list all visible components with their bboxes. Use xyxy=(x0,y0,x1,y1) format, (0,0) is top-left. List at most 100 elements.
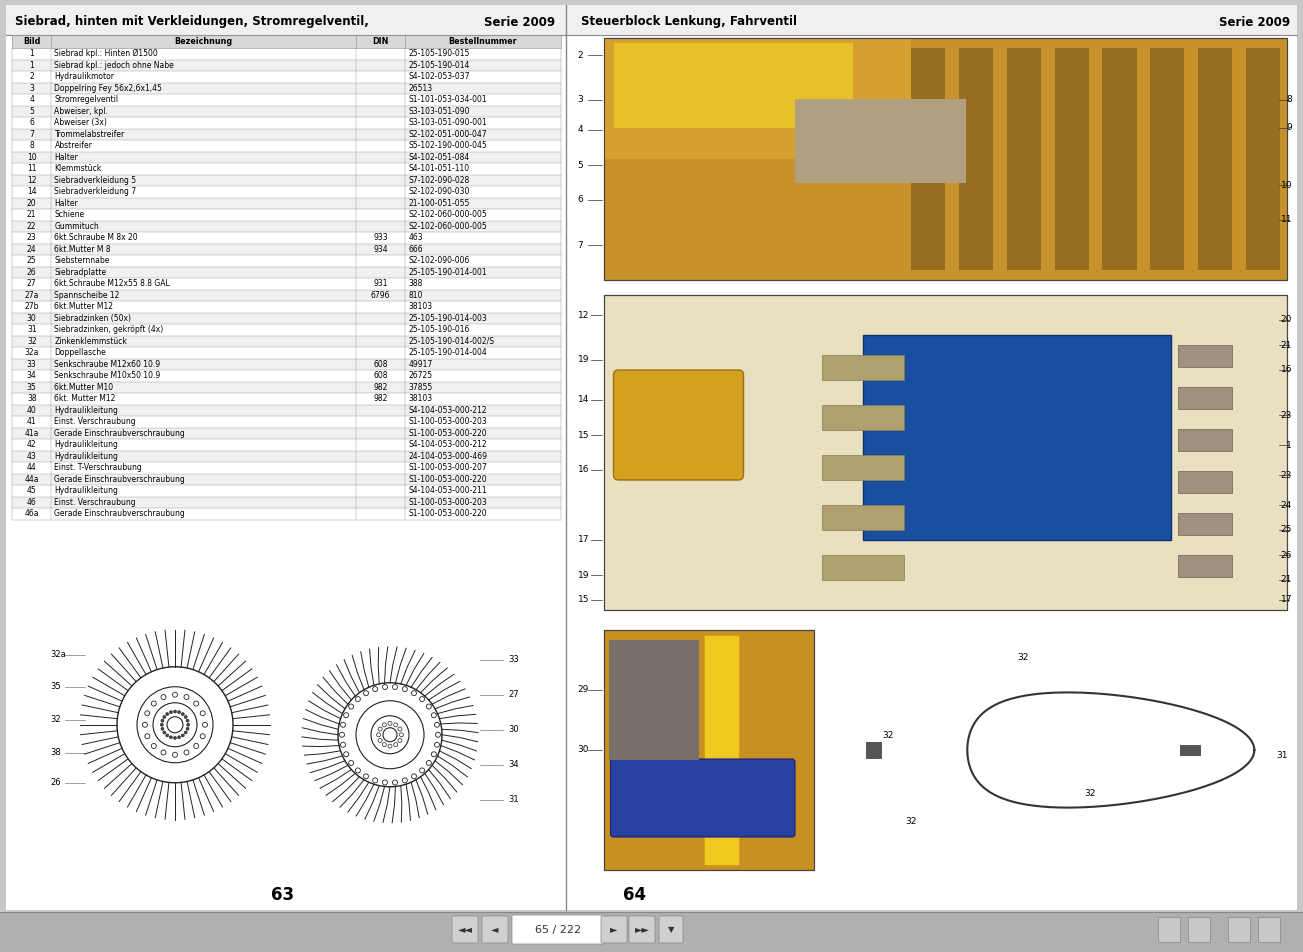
Circle shape xyxy=(378,727,382,731)
Bar xyxy=(12,289,560,301)
Text: 20: 20 xyxy=(1281,315,1293,325)
Circle shape xyxy=(194,744,199,748)
Bar xyxy=(12,485,560,497)
Circle shape xyxy=(151,701,156,706)
Text: 15: 15 xyxy=(577,596,589,605)
Text: Einst. T-Verschraubung: Einst. T-Verschraubung xyxy=(55,464,142,472)
Circle shape xyxy=(373,778,378,783)
Text: ►►: ►► xyxy=(635,924,649,935)
Circle shape xyxy=(169,711,172,714)
Text: 32: 32 xyxy=(1084,788,1096,798)
Bar xyxy=(1199,48,1233,270)
Text: Schiene: Schiene xyxy=(55,210,85,219)
Bar xyxy=(12,129,560,140)
Text: 7: 7 xyxy=(577,241,584,249)
Text: 17: 17 xyxy=(577,535,589,545)
Circle shape xyxy=(382,743,386,746)
Text: 31: 31 xyxy=(1276,750,1287,760)
Circle shape xyxy=(383,780,387,785)
Text: 6kt.Mutter M12: 6kt.Mutter M12 xyxy=(55,302,113,311)
Text: 38: 38 xyxy=(27,394,36,404)
Circle shape xyxy=(435,732,440,737)
Circle shape xyxy=(160,724,163,726)
Bar xyxy=(1188,917,1210,942)
Circle shape xyxy=(403,778,408,783)
Bar xyxy=(1178,387,1233,409)
Text: Bild: Bild xyxy=(23,37,40,46)
Circle shape xyxy=(403,686,408,691)
Text: 20: 20 xyxy=(27,199,36,208)
Circle shape xyxy=(181,712,184,716)
Text: 25-105-190-014: 25-105-190-014 xyxy=(408,61,469,69)
Text: 666: 666 xyxy=(408,245,423,254)
Text: 17: 17 xyxy=(1281,596,1293,605)
Text: 16: 16 xyxy=(577,466,589,474)
Text: 608: 608 xyxy=(374,371,388,380)
Text: 19: 19 xyxy=(577,355,589,365)
Text: 1: 1 xyxy=(1286,441,1293,449)
Bar xyxy=(0,912,1303,952)
Circle shape xyxy=(172,692,177,697)
Bar xyxy=(12,462,560,473)
Circle shape xyxy=(162,750,165,755)
Text: Siebradverkleidung 7: Siebradverkleidung 7 xyxy=(55,188,137,196)
Text: 8: 8 xyxy=(30,141,34,150)
Text: S2-102-090-006: S2-102-090-006 xyxy=(408,256,469,266)
Circle shape xyxy=(349,704,353,709)
Circle shape xyxy=(434,743,439,747)
Text: 35: 35 xyxy=(50,683,61,691)
Text: 31: 31 xyxy=(27,326,36,334)
Text: S1-100-053-000-203: S1-100-053-000-203 xyxy=(408,498,487,506)
Circle shape xyxy=(412,691,417,696)
Bar xyxy=(12,163,560,174)
Text: S3-103-051-090: S3-103-051-090 xyxy=(408,107,470,116)
Circle shape xyxy=(151,744,156,748)
Circle shape xyxy=(186,719,189,723)
Text: ◄: ◄ xyxy=(491,924,499,935)
Text: 3: 3 xyxy=(577,95,584,105)
Text: 49917: 49917 xyxy=(408,360,433,368)
Circle shape xyxy=(400,733,404,737)
Text: 1: 1 xyxy=(30,50,34,58)
Text: S4-102-053-037: S4-102-053-037 xyxy=(408,72,470,81)
Bar xyxy=(1178,471,1233,493)
Circle shape xyxy=(201,734,205,739)
Text: 30: 30 xyxy=(27,314,36,323)
Circle shape xyxy=(186,727,189,730)
Circle shape xyxy=(378,739,382,743)
Text: 25: 25 xyxy=(27,256,36,266)
Text: S1-100-053-000-203: S1-100-053-000-203 xyxy=(408,417,487,426)
Bar xyxy=(959,48,993,270)
Text: S7-102-090-028: S7-102-090-028 xyxy=(408,176,469,185)
Bar xyxy=(12,370,560,382)
Circle shape xyxy=(364,691,369,696)
Text: 26513: 26513 xyxy=(408,84,433,92)
Text: 33: 33 xyxy=(27,360,36,368)
Text: Abstreifer: Abstreifer xyxy=(55,141,93,150)
Text: 23: 23 xyxy=(27,233,36,242)
Bar xyxy=(603,630,813,870)
Circle shape xyxy=(181,734,184,737)
Bar xyxy=(1178,555,1233,577)
Circle shape xyxy=(172,752,177,757)
Text: Einst. Verschraubung: Einst. Verschraubung xyxy=(55,498,136,506)
Bar xyxy=(1178,345,1233,367)
Text: 5: 5 xyxy=(29,107,34,116)
Text: Siebradplatte: Siebradplatte xyxy=(55,268,107,277)
Bar xyxy=(12,59,560,71)
Text: 27a: 27a xyxy=(25,290,39,300)
Text: S2-102-090-030: S2-102-090-030 xyxy=(408,188,469,196)
Text: 27: 27 xyxy=(27,279,36,288)
Text: 4: 4 xyxy=(29,95,34,105)
Text: 26: 26 xyxy=(50,778,61,787)
FancyBboxPatch shape xyxy=(611,759,795,837)
Bar xyxy=(609,640,698,760)
Circle shape xyxy=(392,684,397,689)
Bar xyxy=(12,427,560,439)
Text: 14: 14 xyxy=(27,188,36,196)
Text: S4-104-053-000-212: S4-104-053-000-212 xyxy=(408,440,487,449)
Circle shape xyxy=(177,711,181,714)
Circle shape xyxy=(340,723,345,727)
Circle shape xyxy=(434,723,439,727)
Text: 41: 41 xyxy=(27,417,36,426)
